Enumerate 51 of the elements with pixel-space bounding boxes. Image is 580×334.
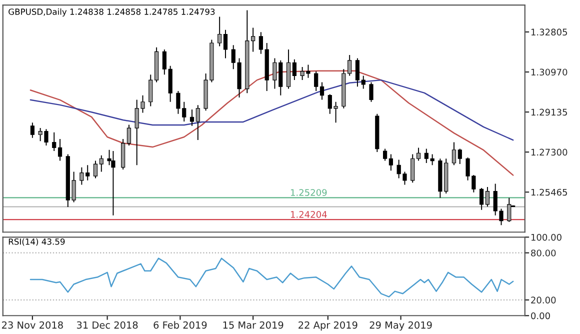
- candlestick: [93, 160, 98, 179]
- candlestick: [148, 74, 153, 107]
- candlestick: [314, 70, 318, 92]
- chart-title: RSI(14) 43.59: [8, 238, 65, 246]
- candlestick: [361, 75, 366, 90]
- candlestick: [218, 16, 222, 47]
- candlestick: [121, 138, 126, 170]
- candlestick: [58, 138, 62, 162]
- candlestick: [30, 122, 34, 138]
- y-tick-label: 1.32805: [531, 28, 567, 36]
- ref-line-label: 1.24204: [290, 211, 327, 218]
- y-tick-label: 1.30970: [531, 68, 568, 76]
- candlestick: [286, 49, 291, 90]
- y-tick-label: 1.25465: [531, 188, 567, 196]
- x-tick-label: 23 Nov 2018: [2, 321, 63, 329]
- y-tick-label: 1.27300: [531, 148, 568, 156]
- x-tick-label: 6 Feb 2019: [154, 321, 207, 329]
- candlestick: [507, 197, 512, 222]
- candlestick: [190, 109, 194, 126]
- candlestick: [223, 29, 228, 59]
- line-series: [30, 79, 514, 141]
- y-tick-label: 100.00: [531, 234, 562, 241]
- candlestick: [320, 82, 324, 100]
- x-tick-label: 31 Dec 2018: [76, 321, 138, 329]
- candlestick: [52, 132, 56, 152]
- candlestick: [458, 148, 462, 165]
- ref-line-label: 1.25209: [290, 189, 327, 196]
- candlestick: [485, 186, 490, 208]
- candlestick: [111, 150, 116, 216]
- line-series: [30, 258, 514, 298]
- candlestick: [369, 82, 374, 102]
- candlestick: [480, 188, 484, 210]
- candlestick: [292, 58, 296, 81]
- y-tick-label: 0.00: [531, 312, 550, 320]
- y-tick-label: 1.29135: [531, 108, 567, 116]
- candlestick: [416, 147, 421, 162]
- x-tick-label: 29 May 2019: [370, 321, 432, 331]
- candlestick: [126, 124, 132, 146]
- candlestick: [196, 104, 200, 141]
- candlestick: [388, 154, 394, 172]
- candlestick: [410, 154, 415, 184]
- chart-title: GBPUSD,Daily 1.24838 1.24858 1.24785 1.24793: [8, 8, 215, 16]
- candlestick: [99, 154, 104, 172]
- x-tick-label: 22 Apr 2019: [298, 321, 358, 331]
- x-tick-label: 15 Mar 2019: [223, 321, 284, 329]
- candlestick: [355, 58, 360, 88]
- candlestick: [258, 32, 263, 54]
- y-tick-label: 20.00: [531, 296, 556, 304]
- y-tick-label: 80.00: [531, 250, 556, 256]
- candlestick: [452, 142, 456, 166]
- candlestick: [382, 148, 388, 162]
